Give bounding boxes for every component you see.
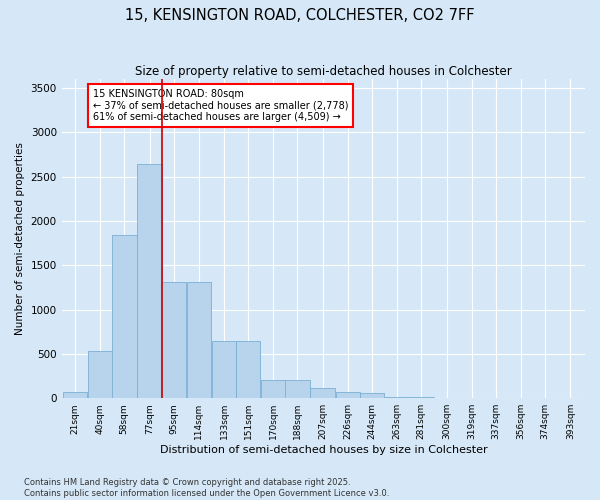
Text: 15 KENSINGTON ROAD: 80sqm
← 37% of semi-detached houses are smaller (2,778)
61% : 15 KENSINGTON ROAD: 80sqm ← 37% of semi-… bbox=[93, 88, 349, 122]
Bar bbox=[112, 235, 137, 398]
Bar bbox=[261, 380, 286, 398]
Bar bbox=[310, 388, 335, 398]
Bar bbox=[88, 351, 113, 398]
Bar bbox=[62, 392, 88, 398]
Bar bbox=[187, 282, 211, 398]
Text: 15, KENSINGTON ROAD, COLCHESTER, CO2 7FF: 15, KENSINGTON ROAD, COLCHESTER, CO2 7FF bbox=[125, 8, 475, 22]
Bar bbox=[212, 340, 236, 398]
Bar bbox=[285, 380, 310, 398]
Bar bbox=[236, 340, 260, 398]
Bar bbox=[359, 394, 384, 398]
Bar bbox=[137, 164, 162, 398]
X-axis label: Distribution of semi-detached houses by size in Colchester: Distribution of semi-detached houses by … bbox=[160, 445, 487, 455]
Y-axis label: Number of semi-detached properties: Number of semi-detached properties bbox=[15, 142, 25, 335]
Text: Contains HM Land Registry data © Crown copyright and database right 2025.
Contai: Contains HM Land Registry data © Crown c… bbox=[24, 478, 389, 498]
Title: Size of property relative to semi-detached houses in Colchester: Size of property relative to semi-detach… bbox=[135, 65, 512, 78]
Bar bbox=[161, 282, 186, 398]
Bar bbox=[335, 392, 360, 398]
